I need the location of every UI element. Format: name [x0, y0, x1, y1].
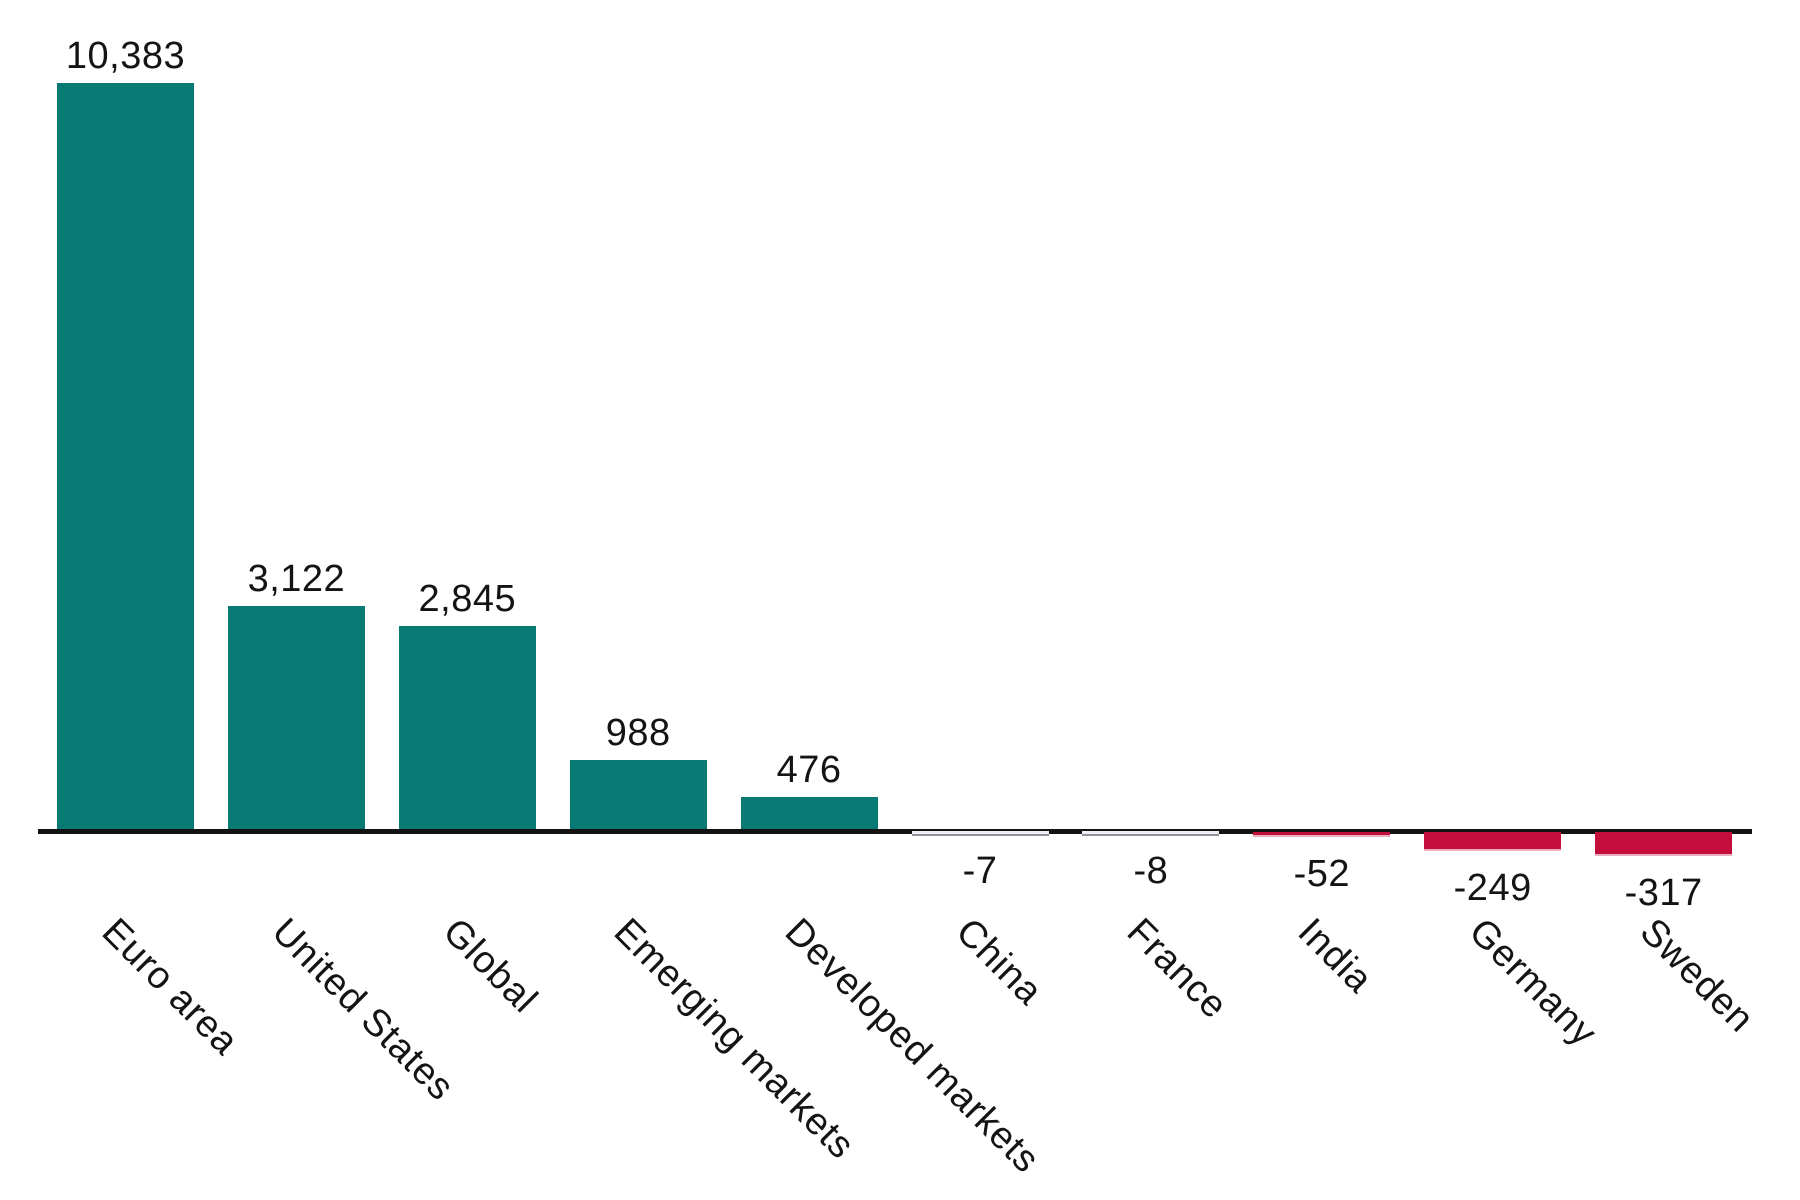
value-label-emerging-markets: 988 — [605, 712, 671, 755]
bar-developed-markets — [740, 797, 878, 832]
category-label-france: France — [1118, 910, 1236, 1028]
bar-china — [911, 831, 1049, 836]
value-label-germany: -249 — [1453, 866, 1532, 909]
bar-sweden — [1595, 831, 1733, 857]
category-label-china: China — [947, 910, 1051, 1014]
value-label-global: 2,845 — [418, 578, 517, 621]
value-label-euro-area: 10,383 — [65, 34, 186, 77]
bar-emerging-markets — [569, 760, 707, 832]
bar-global — [398, 626, 536, 832]
bar-germany — [1424, 831, 1562, 852]
value-label-developed-markets: 476 — [776, 749, 842, 792]
category-label-india: India — [1289, 910, 1381, 1002]
category-label-sweden: Sweden — [1631, 910, 1762, 1041]
bar-france — [1082, 831, 1220, 836]
value-label-india: -52 — [1293, 852, 1350, 895]
bar-united-states — [227, 606, 365, 832]
category-label-united-states: United States — [264, 910, 463, 1109]
value-label-sweden: -317 — [1624, 871, 1703, 914]
value-label-united-states: 3,122 — [247, 558, 346, 601]
category-label-global: Global — [435, 910, 546, 1022]
value-label-china: -7 — [962, 849, 998, 892]
bar-euro-area — [57, 82, 194, 832]
bar-india — [1253, 831, 1391, 838]
category-label-euro-area: Euro area — [93, 910, 247, 1064]
x-axis-line — [38, 829, 1752, 834]
category-label-germany: Germany — [1460, 910, 1605, 1055]
value-label-france: -8 — [1133, 849, 1169, 892]
